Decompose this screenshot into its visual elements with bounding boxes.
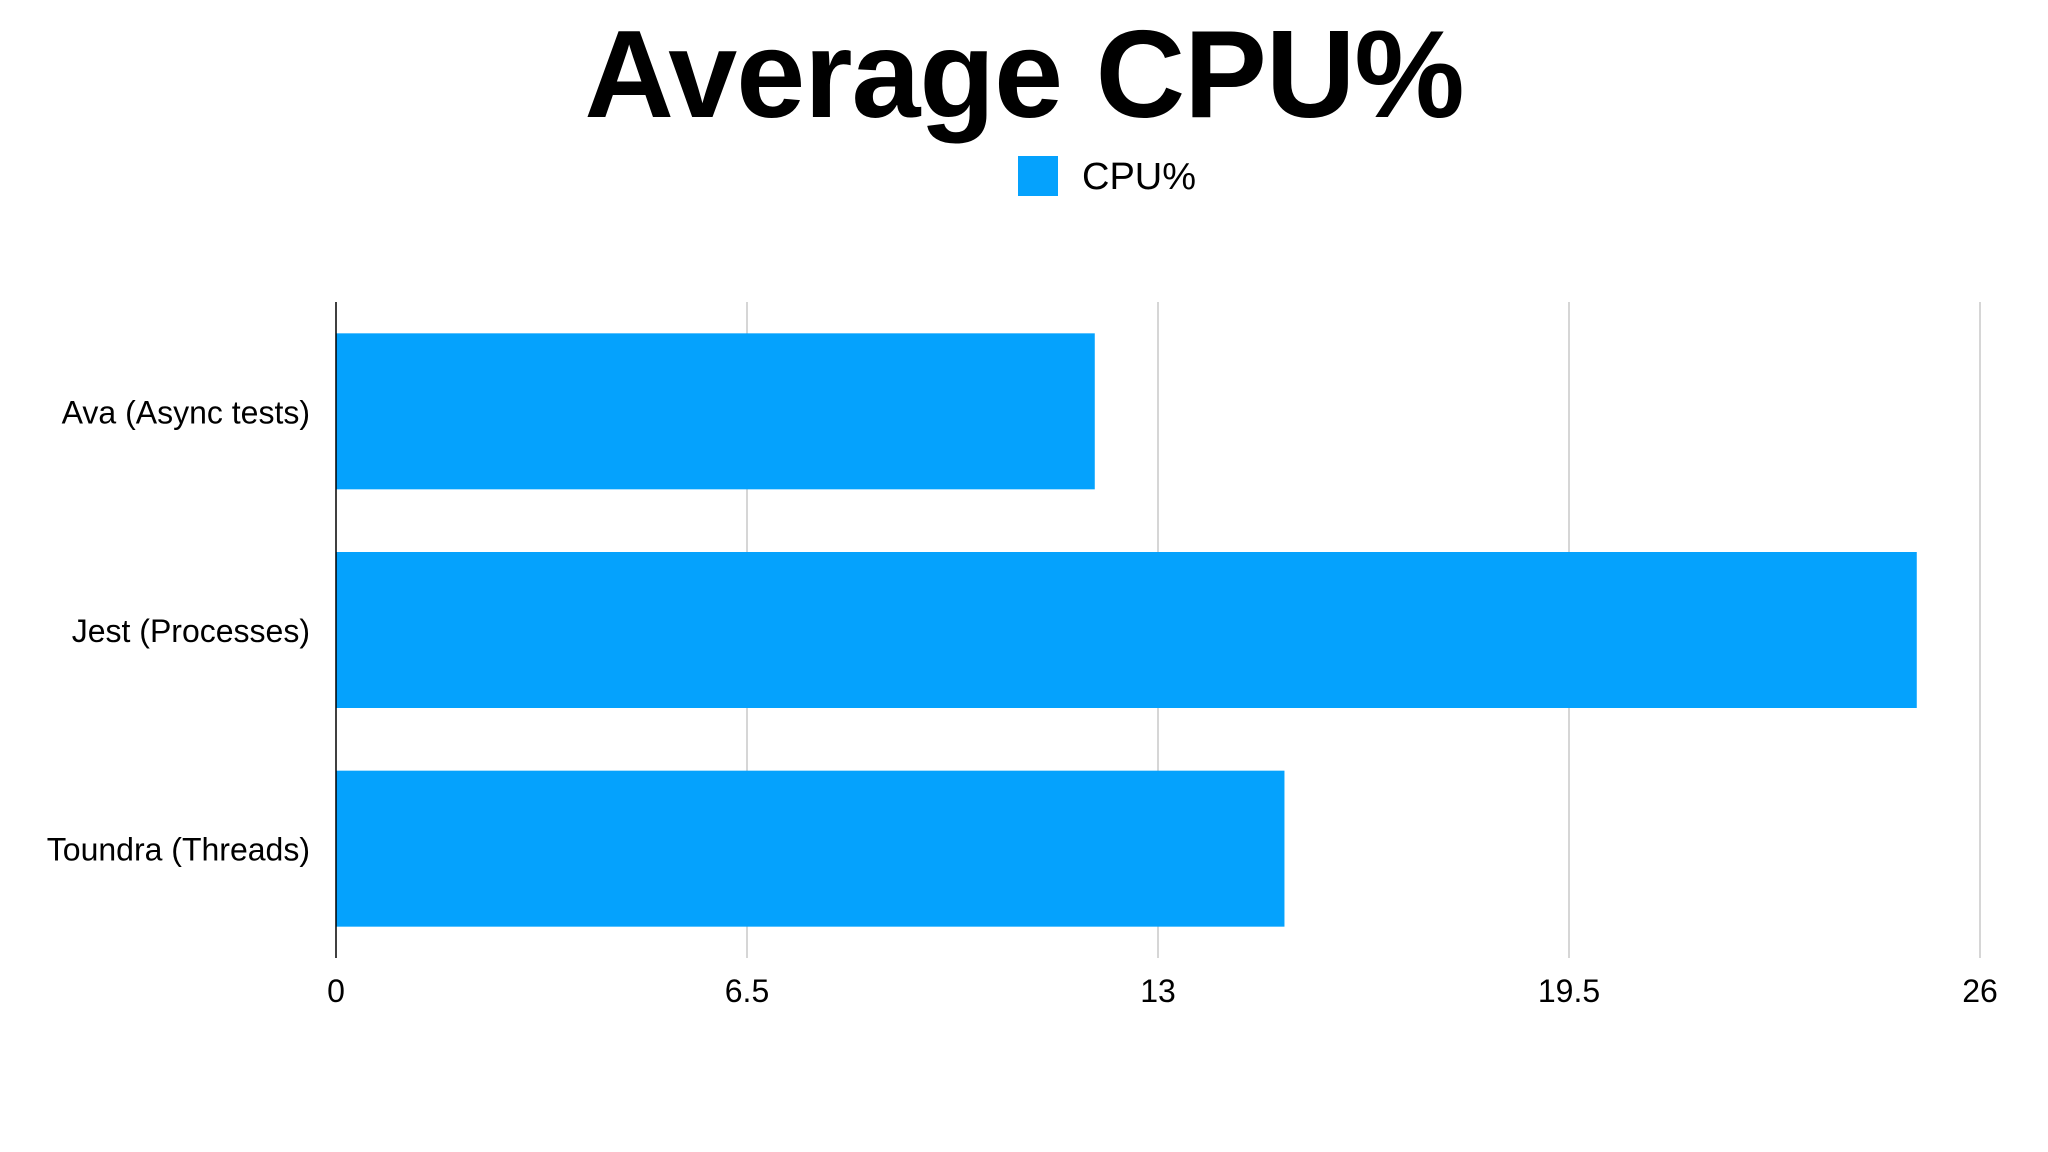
x-tick-label-0: 0 — [327, 973, 345, 1009]
x-tick-label-3: 19.5 — [1538, 973, 1600, 1009]
chart-title: Average CPU% — [584, 6, 1464, 144]
legend-label-cpu: CPU% — [1082, 156, 1196, 198]
labels: 0 6.5 13 19.5 26 Ava (Async tests) Jest (Proce… — [47, 394, 1998, 1009]
legend: CPU% — [1018, 156, 1196, 198]
bar-2 — [336, 770, 1285, 927]
x-tick-label-2: 13 — [1140, 973, 1176, 1009]
x-tick-label-1: 6.5 — [725, 973, 769, 1009]
bars — [336, 333, 1917, 927]
bar-0 — [336, 333, 1095, 490]
legend-swatch-cpu — [1018, 156, 1058, 196]
bar-1 — [336, 552, 1917, 708]
x-tick-label-4: 26 — [1962, 973, 1998, 1009]
y-category-label-1: Jest (Processes) — [72, 613, 310, 649]
y-category-label-0: Ava (Async tests) — [62, 394, 310, 430]
y-category-label-2: Toundra (Threads) — [47, 832, 310, 868]
